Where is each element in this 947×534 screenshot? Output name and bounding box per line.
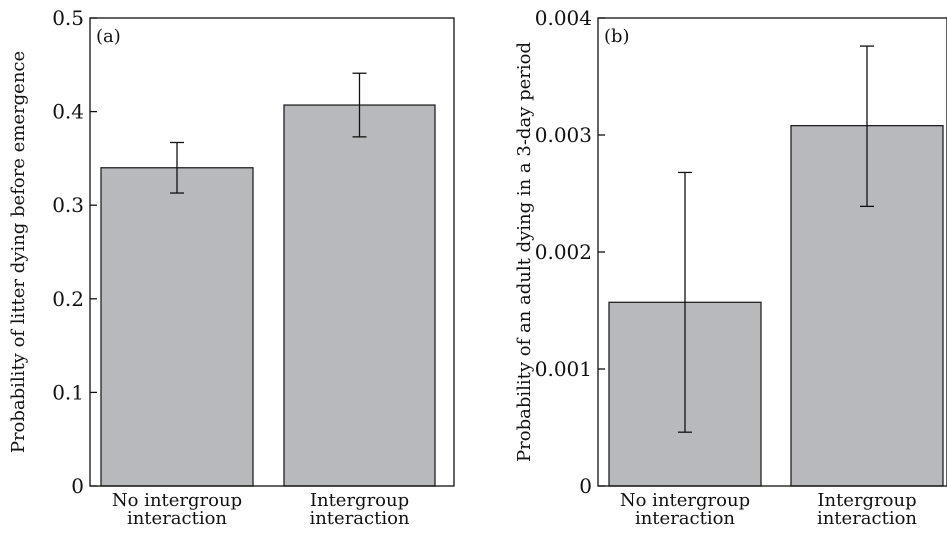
y-tick-label: 0 (71, 474, 84, 498)
x-tick-label: No intergroup interaction (112, 490, 242, 529)
y-tick-label: 0.2 (52, 287, 84, 311)
error-bar (860, 45, 874, 208)
x-tick-label: Intergroup interaction (817, 490, 917, 529)
y-tick-label: 0.003 (535, 123, 592, 147)
chart-panel-a: 0 0.1 0.2 0.3 0.4 0.5 No intergroup interaction… (8, 6, 455, 529)
y-tick-label: 0.004 (535, 6, 592, 30)
y-tick-label: 0.3 (52, 193, 84, 217)
y-tick-label: 0.4 (52, 100, 84, 124)
y-axis-label: Probability of litter dying before emerg… (8, 51, 29, 453)
plot-frame (89, 17, 455, 487)
y-tick-label: 0 (579, 474, 592, 498)
y-tick-label: 0.5 (52, 6, 84, 30)
panel-label: (b) (604, 26, 630, 47)
y-tick-label: 0.1 (52, 380, 84, 404)
panel-label: (a) (96, 26, 121, 47)
error-bar (352, 72, 367, 138)
y-tick-label: 0.001 (535, 357, 592, 381)
bar (100, 167, 254, 487)
y-axis-label: Probability of an adult dying in a 3-day… (514, 42, 535, 462)
x-tick-label: No intergroup interaction (620, 490, 750, 529)
bar (283, 104, 436, 487)
x-tick-label: Intergroup interaction (309, 490, 409, 529)
error-bar (678, 171, 692, 433)
y-tick-label: 0.002 (535, 240, 592, 264)
error-bar (170, 141, 184, 194)
chart-panel-b: 0 0.001 0.002 0.003 0.004 No intergroup intera… (514, 6, 947, 529)
